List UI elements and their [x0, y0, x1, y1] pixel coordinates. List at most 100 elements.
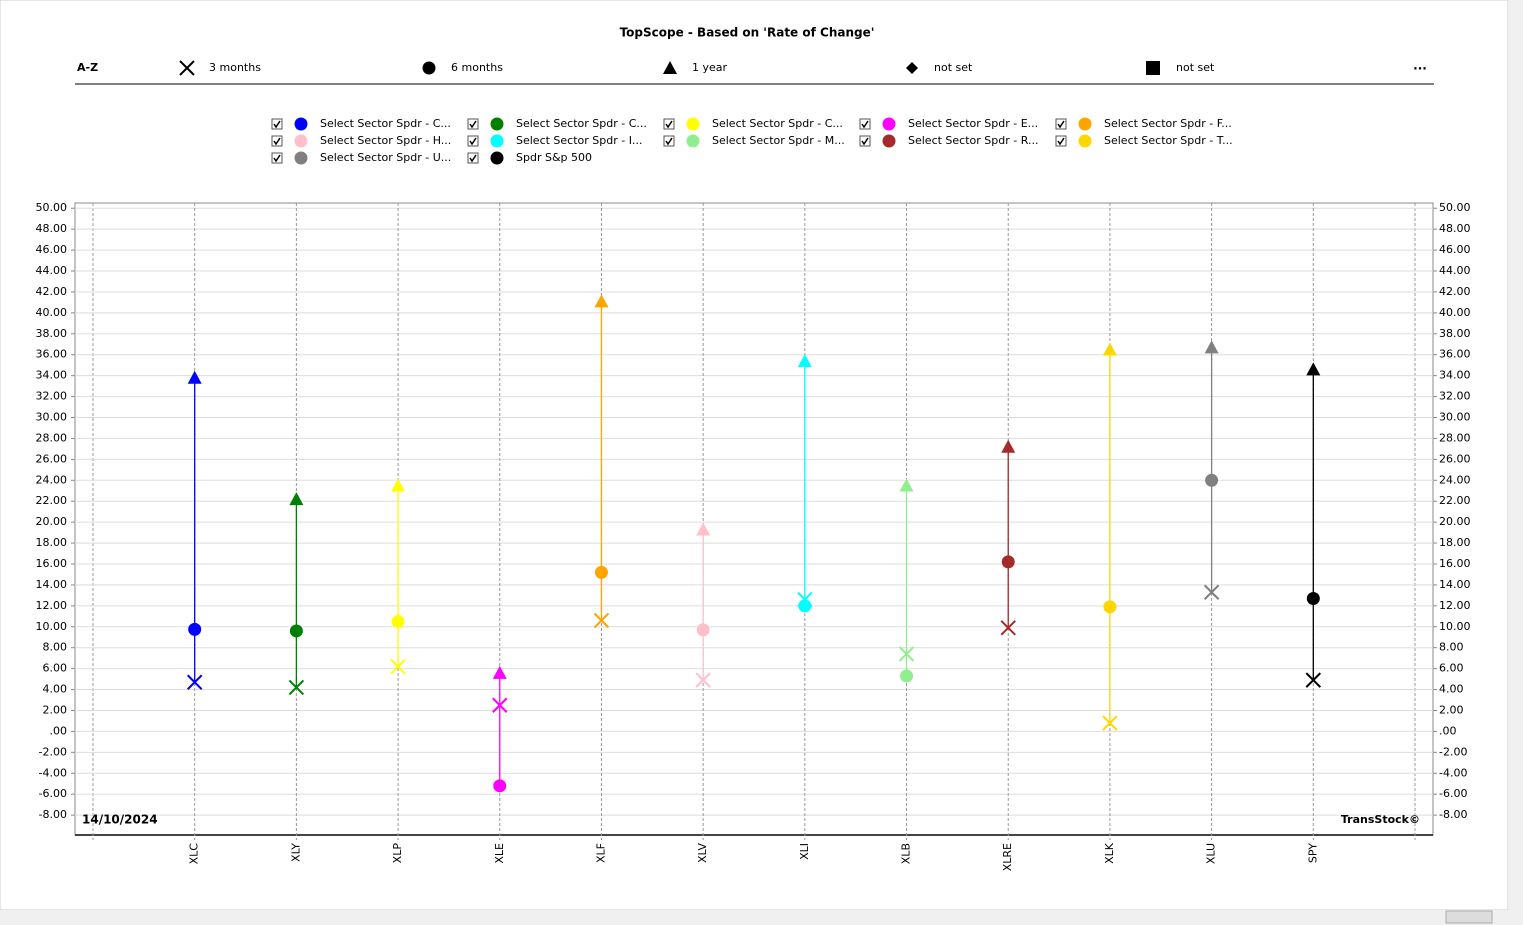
- y2-tick-label: 4.00: [1439, 683, 1464, 696]
- y-tick-label: 32.00: [36, 390, 68, 403]
- legend-label: Select Sector Spdr - I...: [516, 134, 642, 147]
- h-scrollbar[interactable]: [0, 910, 1508, 925]
- point: [1102, 715, 1118, 731]
- check: [861, 137, 869, 146]
- y-tick-label: -6.00: [39, 787, 67, 800]
- legend-swatch: [490, 151, 504, 165]
- checkbox[interactable]: [859, 118, 871, 130]
- checkbox[interactable]: [1055, 135, 1067, 147]
- legend-label: Select Sector Spdr - F...: [1104, 117, 1232, 130]
- point: [288, 679, 305, 696]
- more-button[interactable]: ...: [1413, 59, 1427, 73]
- y-tick-label: 20.00: [36, 515, 68, 528]
- legend-item: Select Sector Spdr - U...: [271, 151, 451, 165]
- checkbox[interactable]: [271, 152, 283, 164]
- point: [899, 478, 914, 492]
- y2-tick-label: 28.00: [1439, 431, 1471, 444]
- y-tick-label: 18.00: [36, 536, 68, 549]
- sort-label[interactable]: A-Z: [77, 61, 98, 74]
- y2-tick-label: 26.00: [1439, 452, 1471, 465]
- point: [1102, 342, 1117, 356]
- point: [1204, 340, 1219, 354]
- y2-tick-label: -4.00: [1439, 766, 1467, 779]
- y-tick-label: 4.00: [43, 683, 68, 696]
- y-tick-label: -8.00: [39, 808, 67, 821]
- point: [1001, 439, 1016, 453]
- y2-tick-label: 16.00: [1439, 557, 1471, 570]
- y-tick-label: 40.00: [36, 306, 68, 319]
- point: [493, 779, 507, 793]
- checkbox[interactable]: [271, 135, 283, 147]
- point: [593, 612, 610, 629]
- checkbox[interactable]: [467, 152, 479, 164]
- legend-symbol: [663, 61, 677, 74]
- legend-label: Spdr S&p 500: [516, 151, 592, 164]
- y2-tick-label: 22.00: [1439, 494, 1471, 507]
- y-tick-label: 22.00: [36, 494, 68, 507]
- point: [390, 658, 406, 675]
- scroll-thumb[interactable]: [1445, 910, 1493, 924]
- legend-item: Select Sector Spdr - R...: [859, 134, 1038, 148]
- legend-item: Select Sector Spdr - E...: [859, 117, 1038, 131]
- x-tick-label: XLU: [1205, 843, 1218, 864]
- legend-swatch: [1078, 117, 1092, 131]
- check: [273, 137, 281, 146]
- legend-label: Select Sector Spdr - C...: [712, 117, 843, 130]
- check: [1057, 137, 1065, 146]
- point: [391, 478, 406, 492]
- checkbox[interactable]: [663, 135, 675, 147]
- checkbox[interactable]: [859, 135, 871, 147]
- y2-tick-label: 8.00: [1439, 641, 1464, 654]
- y2-tick-label: 6.00: [1439, 662, 1464, 675]
- legend-label: 3 months: [209, 61, 261, 74]
- legend-item: Select Sector Spdr - F...: [1055, 117, 1232, 131]
- point: [695, 672, 711, 688]
- legend-swatch: [294, 134, 308, 148]
- y-tick-label: 10.00: [36, 620, 68, 633]
- check: [665, 137, 673, 146]
- legend-item: Select Sector Spdr - H...: [271, 134, 451, 148]
- point: [594, 565, 608, 579]
- y2-tick-label: 32.00: [1439, 390, 1471, 403]
- point: [1001, 555, 1015, 569]
- y-tick-label: -4.00: [39, 766, 67, 779]
- checkbox[interactable]: [467, 118, 479, 130]
- legend-label: Select Sector Spdr - C...: [320, 117, 451, 130]
- point: [186, 674, 203, 690]
- point: [898, 646, 915, 662]
- check: [469, 137, 477, 146]
- point: [492, 665, 507, 679]
- check: [469, 120, 477, 129]
- point: [696, 522, 711, 536]
- y2-tick-label: -8.00: [1439, 808, 1467, 821]
- y-tick-label: 6.00: [43, 662, 68, 675]
- y2-tick-label: 12.00: [1439, 599, 1471, 612]
- point: [188, 622, 202, 636]
- y-tick-label: 38.00: [36, 327, 68, 340]
- y2-tick-label: 30.00: [1439, 411, 1471, 424]
- y-tick-label: 34.00: [36, 369, 68, 382]
- v-scrollbar[interactable]: [1508, 0, 1523, 925]
- x-tick-label: XLRE: [1001, 843, 1014, 871]
- legend-label: Select Sector Spdr - U...: [320, 151, 451, 164]
- x-tick-label: XLB: [900, 843, 913, 864]
- y-tick-label: 28.00: [36, 431, 68, 444]
- legend-item: Select Sector Spdr - T...: [1055, 134, 1233, 148]
- checkbox[interactable]: [663, 118, 675, 130]
- x-tick-label: XLC: [188, 843, 201, 865]
- series-legend: 6 months: [422, 61, 503, 75]
- point: [391, 615, 405, 629]
- x-tick-label: XLE: [493, 843, 506, 864]
- point: [289, 492, 304, 506]
- checkbox[interactable]: [271, 118, 283, 130]
- legend-item: Select Sector Spdr - M...: [663, 134, 845, 148]
- checkbox[interactable]: [467, 135, 479, 147]
- series-legend: 1 year: [663, 61, 728, 74]
- point: [1306, 362, 1321, 376]
- y2-tick-label: 38.00: [1439, 327, 1471, 340]
- y-tick-label: 24.00: [36, 473, 68, 486]
- checkbox[interactable]: [1055, 118, 1067, 130]
- diamond-icon: [906, 62, 918, 74]
- y2-tick-label: 48.00: [1439, 222, 1471, 235]
